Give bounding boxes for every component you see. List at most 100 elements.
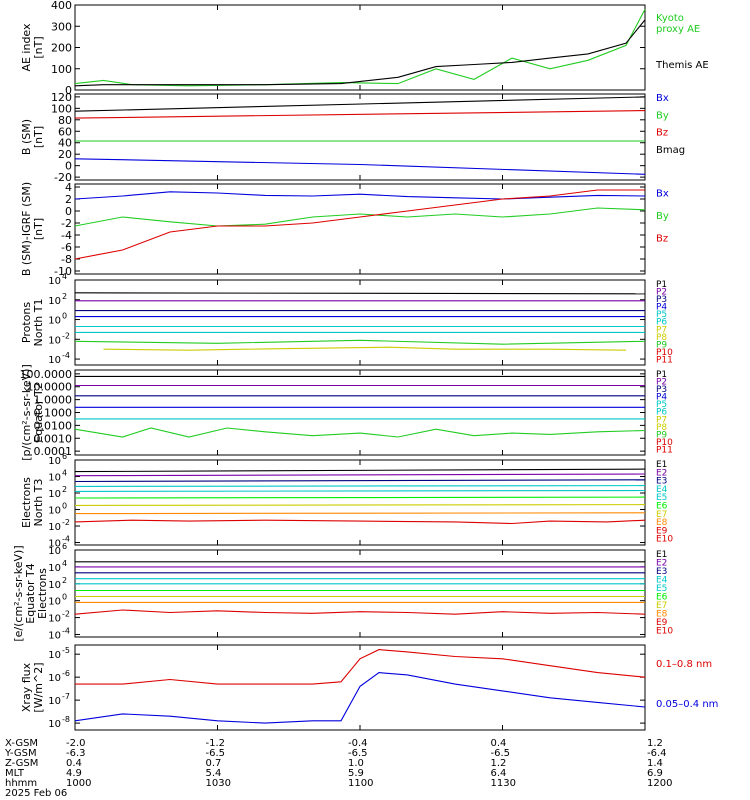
y-axis-label: Xray flux — [20, 662, 33, 712]
panel-protons_equator: 0.00010.00100.01000.10001.000010.0000100… — [20, 364, 674, 461]
y-tick-exponent: -4 — [62, 626, 70, 635]
y-axis-label: North T3 — [32, 479, 45, 527]
y-tick-exponent: 4 — [62, 559, 67, 568]
series-line-bz — [74, 189, 645, 260]
ephemeris-value: 1.0 — [348, 758, 364, 769]
y-tick-label: 0.0001 — [34, 445, 73, 458]
ephemeris-value: 1030 — [206, 778, 231, 789]
ephemeris-value: 1130 — [491, 778, 516, 789]
y-tick-label: 10 — [48, 650, 61, 661]
y-axis-label: Equator T4 — [24, 563, 37, 623]
legend-entry: P4 — [656, 393, 667, 403]
legend-entry: E7 — [656, 601, 667, 611]
legend-entry: P2 — [656, 288, 667, 298]
legend-entry: Bx — [656, 93, 669, 104]
legend-entry: E1 — [656, 460, 667, 470]
legend-entry: P2 — [656, 378, 667, 388]
series-line-e6 — [74, 496, 646, 499]
ephemeris-value: -2.0 — [66, 738, 86, 749]
y-tick-label: 10 — [48, 335, 61, 346]
legend-entry: 0.05–0.4 nm — [656, 699, 718, 710]
y-axis-label: [p/(cm²-s-sr-keV)] — [20, 364, 33, 461]
legend-entry: P3 — [656, 295, 667, 305]
series-line-e9 — [74, 519, 646, 525]
legend-entry: E3 — [656, 567, 667, 577]
ephemeris-value: 0.4 — [491, 738, 507, 749]
series-line-kyoto-proxy-ae — [74, 9, 646, 87]
legend-entry: P3 — [656, 385, 667, 395]
y-tick-exponent: 4 — [62, 272, 67, 281]
series-line-bz — [74, 110, 646, 119]
ephemeris-table: X-GSM -2.0 -1.2 -0.4 0.4 1.2 Y-GSM -6.3 -6.5 -6.5… — [4, 738, 672, 799]
ephemeris-row-label: X-GSM — [5, 738, 38, 749]
legend-entry: P1 — [656, 280, 667, 290]
ephemeris-value: 1.2 — [491, 758, 507, 769]
legend-entry: E8 — [656, 610, 668, 620]
legend-entry: P11 — [656, 445, 673, 455]
y-tick-label: 0 — [65, 205, 72, 218]
y-tick-label: 120 — [51, 91, 72, 104]
legend-entry: P5 — [656, 400, 667, 410]
series-line-themis-ae — [74, 19, 646, 87]
series-line-e5 — [74, 489, 646, 492]
y-tick-label: -2 — [61, 217, 72, 230]
legend-entry: E5 — [656, 493, 667, 503]
legend-entry: P9 — [656, 430, 667, 440]
y-tick-label: 10 — [48, 630, 61, 641]
legend-entry: E10 — [656, 627, 673, 637]
panel-frame — [74, 369, 646, 456]
ephemeris-value: -6.5 — [206, 748, 226, 759]
legend-entry: P6 — [656, 318, 667, 328]
y-axis-label: [W/m^2] — [32, 662, 45, 712]
y-tick-label: 10.0000 — [27, 381, 73, 394]
ephemeris-value: -6.5 — [348, 748, 368, 759]
legend-entry: E5 — [656, 584, 667, 594]
legend-entry: Themis AE — [655, 60, 709, 71]
ephemeris-value: 6.9 — [647, 768, 663, 779]
y-axis-label: Electrons — [36, 568, 49, 619]
y-tick-exponent: 6 — [62, 542, 67, 551]
y-tick-label: 0 — [65, 160, 72, 173]
y-tick-label: 40 — [58, 137, 72, 150]
y-tick-label: -10 — [54, 265, 72, 278]
y-tick-exponent: -4 — [62, 351, 70, 360]
y-tick-exponent: 2 — [62, 292, 67, 301]
legend-entry: P1 — [656, 370, 667, 380]
legend-entry: P6 — [656, 408, 667, 418]
legend-entry: E9 — [656, 618, 668, 628]
y-tick-exponent: 0 — [62, 502, 67, 511]
series-line-e7 — [74, 504, 646, 506]
y-tick-label: -20 — [54, 171, 72, 184]
y-tick-label: 10 — [48, 316, 61, 327]
y-axis-label: Electrons — [20, 477, 33, 528]
series-line-bx — [74, 191, 646, 200]
y-axis-label: [e/(cm²-s-sr-keV)] — [12, 545, 25, 641]
y-tick-label: 10 — [48, 506, 61, 517]
y-tick-label: 0.0010 — [34, 432, 73, 445]
panel-frame — [74, 549, 646, 638]
series-line-0-05-0-4-nm — [74, 672, 646, 724]
ephemeris-value: 1100 — [348, 778, 373, 789]
y-tick-exponent: -4 — [62, 535, 70, 544]
legend-entry: By — [656, 211, 669, 222]
legend-entry: E2 — [656, 559, 667, 569]
legend-entry: 0.1–0.8 nm — [656, 659, 712, 670]
legend-entry: E8 — [656, 518, 668, 528]
y-tick-label: 200 — [51, 42, 72, 55]
y-tick-label: 10 — [48, 673, 61, 684]
y-tick-label: 10 — [48, 355, 61, 366]
y-tick-label: 10 — [48, 456, 61, 467]
y-tick-exponent: -8 — [62, 715, 70, 724]
y-tick-label: -6 — [61, 241, 72, 254]
y-tick-exponent: 0 — [62, 593, 67, 602]
legend-entry: P8 — [656, 423, 667, 433]
y-tick-label: 80 — [58, 114, 72, 127]
legend-entry: P10 — [656, 438, 673, 448]
y-tick-label: 10 — [48, 563, 61, 574]
y-tick-exponent: 6 — [62, 452, 67, 461]
legend-entry: P7 — [656, 415, 667, 425]
y-tick-label: -4 — [61, 229, 72, 242]
